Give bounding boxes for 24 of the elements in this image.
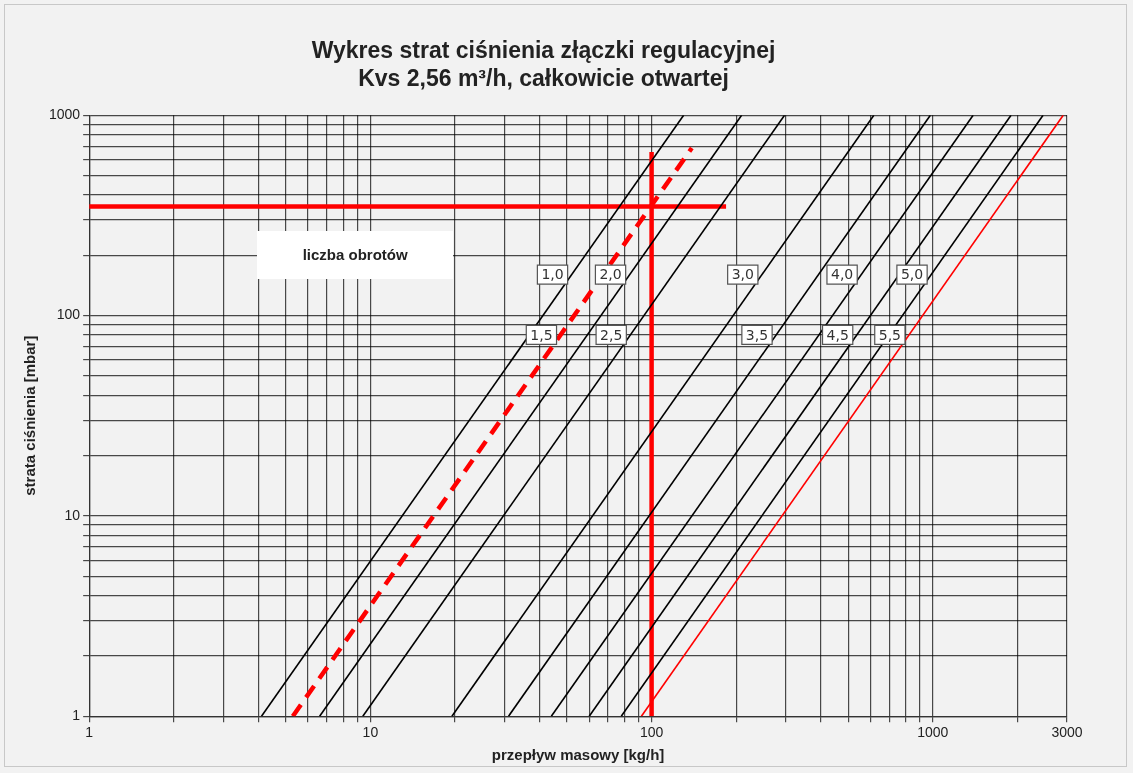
y-axis-title: strata ciśnienia [mbar]	[21, 335, 39, 496]
series-label: 2,0	[599, 266, 622, 283]
legend-title: liczba obrotów	[302, 246, 408, 264]
series-label: 5,5	[878, 326, 901, 343]
y-tick-label: 1000	[48, 106, 81, 123]
series-label: 4,0	[830, 266, 854, 283]
series-label: 3,5	[745, 326, 769, 343]
caption-panel: liczba obrotów	[257, 231, 454, 280]
x-axis-title: przepływ masowy [kg/h]	[491, 746, 665, 764]
x-tick-label: 10	[362, 724, 379, 741]
y-tick-label: 1	[72, 707, 81, 724]
x-tick-label: 100	[639, 724, 664, 741]
x-tick-label: 3000	[1051, 724, 1083, 741]
x-tick-label: 1000	[917, 724, 949, 741]
series-label: 5,0	[900, 266, 924, 283]
chart-title: Wykres strat ciśnienia złączki regulacyjnej Kvs 2,56 m³/h, całkowicie otwartej	[311, 37, 776, 91]
y-tick-label: 10	[64, 506, 81, 523]
series-label: 4,5	[826, 326, 849, 343]
y-tick-label: 100	[56, 306, 81, 323]
series-label: 1,0	[541, 266, 564, 283]
series-label: 1,5	[530, 326, 553, 343]
series-label: 3,0	[731, 266, 754, 283]
x-tick-label: 1	[85, 724, 94, 741]
series-label: 2,5	[600, 326, 623, 343]
